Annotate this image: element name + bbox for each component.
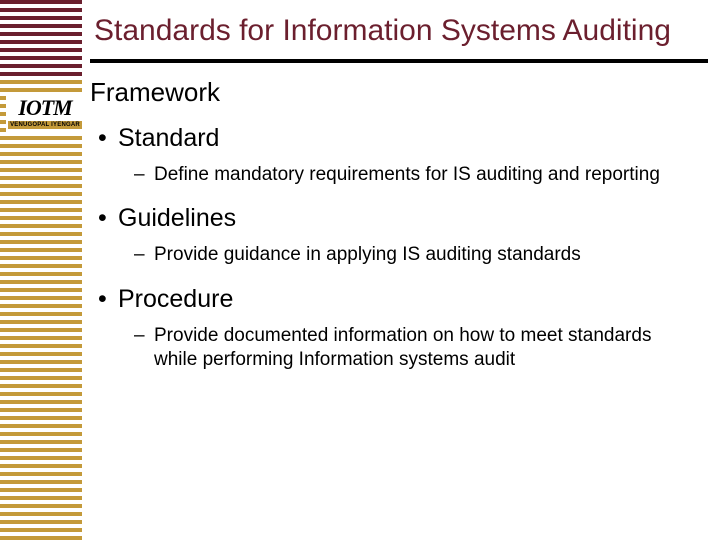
bullet-heading: Procedure: [90, 285, 720, 314]
logo-main: IOTM: [18, 95, 71, 121]
slide-title: Standards for Information Systems Auditi…: [90, 0, 720, 59]
bullet-detail: Define mandatory requirements for IS aud…: [90, 163, 720, 187]
logo: IOTM VENUGOPAL IYENGAR: [6, 92, 84, 132]
left-stripe-pattern: [0, 0, 82, 540]
slide-subtitle: Framework: [90, 77, 720, 108]
title-divider: [90, 59, 708, 63]
bullet-detail: Provide guidance in applying IS auditing…: [90, 243, 720, 267]
bullet-heading: Guidelines: [90, 204, 720, 233]
logo-subtitle: VENUGOPAL IYENGAR: [8, 121, 82, 129]
bullet-detail: Provide documented information on how to…: [90, 324, 720, 372]
bullet-heading: Standard: [90, 124, 720, 153]
slide-content: Standards for Information Systems Auditi…: [90, 0, 720, 540]
